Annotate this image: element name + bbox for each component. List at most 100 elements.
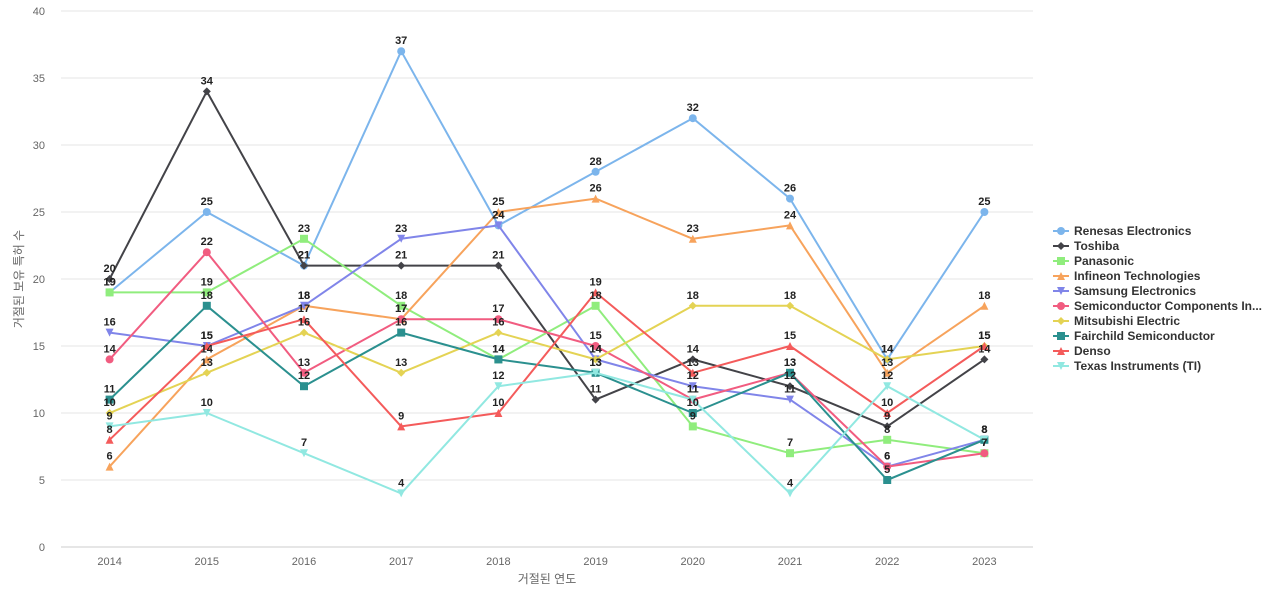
data-point-marker: [105, 395, 114, 404]
x-tick-label: 2022: [875, 556, 899, 568]
series-renesas-electronics: [105, 47, 989, 364]
data-label: 6: [107, 451, 113, 463]
data-label: 21: [298, 250, 310, 262]
data-label: 13: [589, 357, 601, 369]
data-label: 34: [201, 75, 214, 87]
data-label: 15: [784, 330, 796, 342]
data-point-marker: [980, 435, 989, 444]
data-point-marker: [786, 194, 794, 203]
data-point-marker: [786, 301, 794, 310]
data-label: 22: [201, 236, 213, 248]
data-point-marker: [688, 355, 697, 364]
data-point-marker: [105, 462, 114, 471]
data-label: 8: [884, 424, 890, 436]
data-label: 9: [690, 410, 696, 422]
data-label: 9: [107, 410, 113, 422]
legend-item[interactable]: Infineon Technologies: [1053, 269, 1201, 283]
series-denso: [105, 288, 989, 444]
data-point-marker: [300, 234, 308, 243]
series-fairchild-semiconductor: [105, 301, 989, 484]
data-point-marker: [980, 342, 989, 350]
data-label: 17: [298, 303, 310, 315]
legend-item[interactable]: Denso: [1053, 344, 1111, 358]
data-label: 18: [687, 290, 699, 302]
data-point-marker: [688, 368, 697, 377]
data-point-marker: [397, 47, 406, 56]
legend-item[interactable]: Semiconductor Components In...: [1053, 299, 1262, 313]
legend-label: Fairchild Semiconductor: [1074, 329, 1215, 343]
data-point-marker: [202, 409, 211, 417]
data-point-marker: [397, 234, 406, 243]
series-texas-instruments-ti: [105, 368, 989, 498]
legend-marker: [1057, 272, 1065, 280]
data-point-marker: [202, 355, 211, 364]
data-label: 26: [784, 183, 796, 195]
legend-label: Renesas Electronics: [1074, 224, 1192, 238]
data-point-marker: [105, 435, 114, 444]
data-label: 18: [298, 290, 310, 302]
legend-item[interactable]: Samsung Electronics: [1053, 284, 1196, 298]
data-label: 17: [492, 303, 504, 315]
data-label: 4: [787, 477, 794, 489]
data-point-marker: [883, 462, 892, 471]
data-label: 14: [589, 343, 602, 355]
x-tick-label: 2023: [972, 556, 996, 568]
data-point-marker: [300, 449, 308, 458]
legend-item[interactable]: Texas Instruments (TI): [1053, 359, 1201, 373]
x-axis-title: 거절된 연도: [518, 572, 577, 586]
data-point-marker: [105, 288, 114, 297]
data-label: 17: [395, 303, 407, 315]
data-label: 10: [881, 397, 893, 409]
data-label: 14: [492, 343, 505, 355]
legend-marker: [1057, 257, 1065, 265]
legend-item[interactable]: Toshiba: [1053, 239, 1119, 253]
data-label: 19: [103, 276, 115, 288]
data-point-marker: [397, 422, 406, 431]
series-line: [108, 251, 986, 468]
legend-marker: [1057, 332, 1065, 340]
data-label: 14: [201, 343, 214, 355]
series-line: [108, 371, 986, 495]
data-label: 19: [201, 276, 213, 288]
data-point-marker: [397, 315, 406, 324]
series-mitsubishi-electric: [105, 301, 989, 417]
data-point-marker: [494, 355, 503, 364]
data-label: 16: [395, 317, 407, 329]
legend-item[interactable]: Fairchild Semiconductor: [1053, 329, 1215, 343]
legend-marker: [1057, 302, 1065, 310]
data-label: 7: [301, 437, 307, 449]
legend-item[interactable]: Renesas Electronics: [1053, 224, 1192, 238]
legend-marker: [1057, 362, 1065, 370]
data-point-marker: [300, 261, 308, 270]
data-label: 12: [298, 370, 310, 382]
data-point-marker: [202, 301, 211, 310]
data-point-marker: [591, 167, 600, 176]
legend-item[interactable]: Panasonic: [1053, 254, 1134, 268]
data-label: 24: [492, 209, 505, 221]
data-label: 37: [395, 35, 407, 47]
data-label: 12: [784, 370, 796, 382]
y-tick-label: 15: [33, 341, 45, 353]
data-point-marker: [397, 489, 406, 498]
data-point-marker: [980, 449, 989, 458]
y-tick-label: 0: [39, 542, 45, 554]
data-point-marker: [591, 288, 600, 297]
series-lines: [105, 47, 989, 498]
data-label: 13: [784, 357, 796, 369]
data-point-marker: [883, 422, 892, 431]
y-axis-title: 거절된 보유 특허 수: [12, 230, 26, 328]
data-label: 25: [201, 196, 213, 208]
data-label: 15: [978, 330, 990, 342]
data-label: 9: [884, 410, 890, 422]
legend-item[interactable]: Mitsubishi Electric: [1053, 314, 1180, 328]
data-point-marker: [980, 301, 989, 310]
data-point-marker: [202, 288, 211, 297]
data-label: 14: [492, 343, 505, 355]
legend-label: Texas Instruments (TI): [1074, 359, 1201, 373]
data-label: 18: [201, 290, 213, 302]
legend-label: Samsung Electronics: [1074, 284, 1196, 298]
data-point-marker: [688, 234, 697, 243]
data-label: 21: [298, 250, 310, 262]
data-label: 23: [687, 223, 699, 235]
